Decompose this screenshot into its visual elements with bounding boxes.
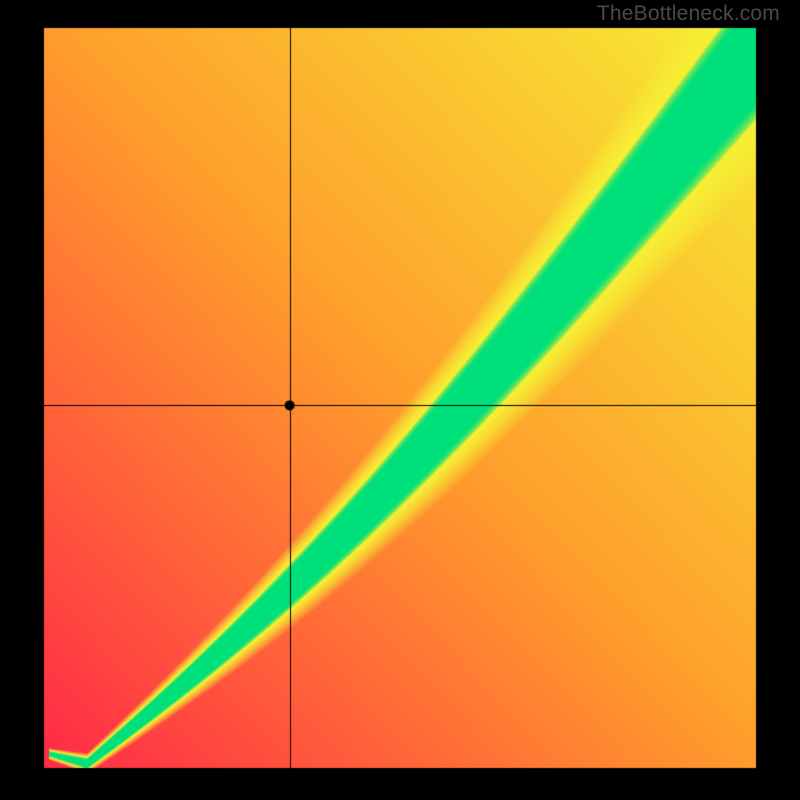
bottleneck-heatmap (0, 0, 800, 800)
